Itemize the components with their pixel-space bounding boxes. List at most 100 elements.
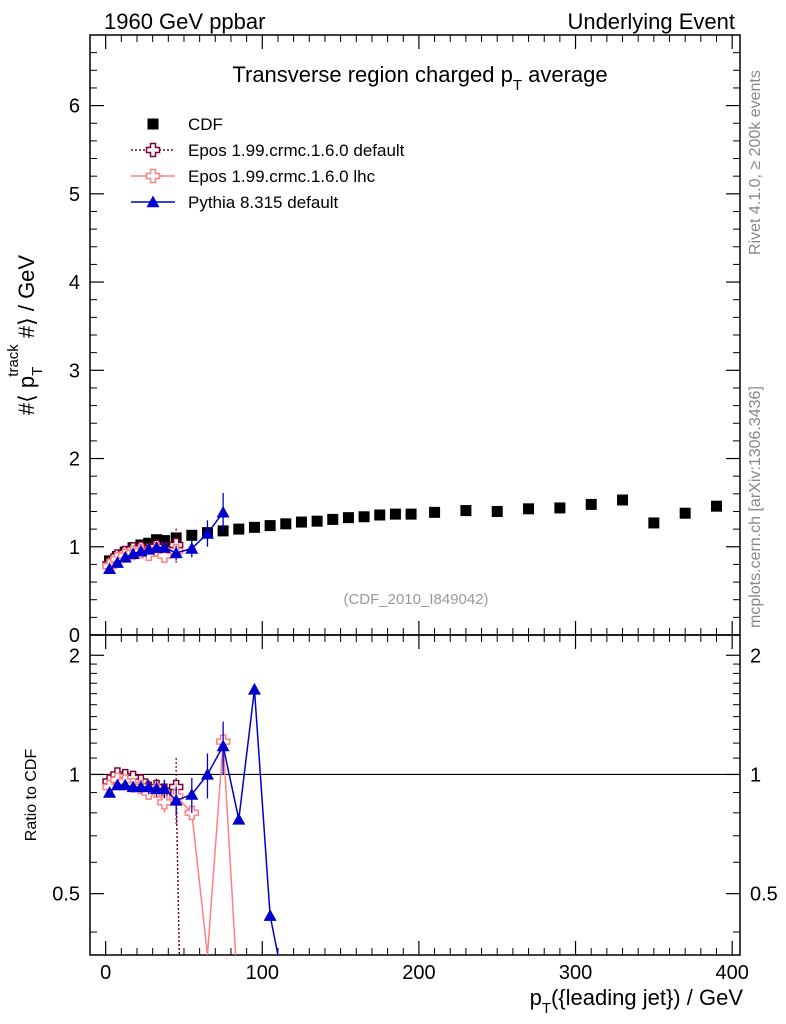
ratio-tick-label: 0.5 <box>52 884 80 906</box>
cdf-point <box>186 529 198 541</box>
data-point <box>157 548 172 563</box>
data-point <box>169 546 183 559</box>
legend-label: Epos 1.99.crmc.1.6.0 lhc <box>188 167 376 186</box>
chart-title-sub: T <box>513 77 522 94</box>
cdf-point <box>311 515 323 527</box>
x-axis-label: pT({leading jet}) / GeV <box>530 985 744 1017</box>
series-3 <box>103 492 279 956</box>
ratio-point <box>169 793 183 806</box>
chart-title: Transverse region charged pT average <box>232 62 607 94</box>
cdf-point <box>429 506 441 518</box>
ratio-panel-frame <box>89 634 741 956</box>
top-axis-ticks: 0 1 2 3 4 5 6 <box>69 52 740 647</box>
cdf-point <box>648 517 660 529</box>
ratio-point <box>118 778 132 791</box>
cdf-point <box>327 513 339 525</box>
x-tick-label: 400 <box>715 962 748 984</box>
ratio-point <box>185 787 199 800</box>
ratio-tick-label-right: 1 <box>750 764 761 786</box>
ratio-tick-label: 1 <box>69 764 80 786</box>
chart-title-end: average <box>522 62 608 87</box>
series-line-ratio <box>109 689 279 956</box>
data-point <box>103 562 117 575</box>
cdf-point <box>405 508 417 520</box>
cdf-point <box>679 507 691 519</box>
legend-marker <box>145 142 161 158</box>
ylabel-langle: ⟨ p <box>14 376 39 403</box>
ylabel-hash: # <box>14 402 39 415</box>
y-tick-label: 1 <box>69 537 80 559</box>
ratio-tick-label-right: 2 <box>750 645 761 667</box>
ratio-tick-label-right: 0.5 <box>750 884 778 906</box>
analysis-id: (CDF_2010_I849042) <box>343 591 488 608</box>
cdf-point <box>358 511 370 523</box>
cdf-point <box>617 494 629 506</box>
legend-label: CDF <box>188 115 223 134</box>
legend-marker <box>145 168 161 184</box>
chart-title-main: Transverse region charged p <box>232 62 512 87</box>
cdf-point <box>342 512 354 524</box>
x-tick-label: 0 <box>100 962 111 984</box>
legend: CDF Epos 1.99.crmc.1.6.0 default Epos 1.99… <box>131 115 405 212</box>
ratio-point <box>232 812 246 825</box>
cdf-point <box>711 500 723 512</box>
ratio-point <box>103 786 117 798</box>
cdf-point <box>248 521 260 533</box>
data-point <box>110 556 124 568</box>
y-tick-label: 0 <box>69 625 80 647</box>
ratio-point <box>157 782 171 794</box>
cdf-point <box>374 509 386 521</box>
y-axis-label-ratio: Ratio to CDF <box>23 749 40 842</box>
x-tick-label: 300 <box>559 962 592 984</box>
svg-text:#⟨ pTtrack #⟩ / GeV: #⟨ pTtrack #⟩ / GeV <box>5 255 46 415</box>
mcplots-label: mcplots.cern.ch [arXiv:1306.3436] <box>747 386 764 628</box>
legend-marker <box>147 118 159 130</box>
header-left: 1960 GeV ppbar <box>104 9 265 34</box>
x-axis-ticks: 0 100 200 300 400 <box>89 35 749 984</box>
x-tick-label: 200 <box>402 962 435 984</box>
header-right: Underlying Event <box>567 9 735 34</box>
cdf-point <box>233 523 245 535</box>
legend-label: Pythia 8.315 default <box>188 193 339 212</box>
xlabel-sub: T <box>542 1000 551 1017</box>
legend-label: Epos 1.99.crmc.1.6.0 default <box>188 141 405 160</box>
y-tick-label: 2 <box>69 449 80 471</box>
cdf-point <box>554 502 566 514</box>
ratio-point <box>157 795 172 810</box>
data-point <box>157 541 171 553</box>
y-tick-label: 3 <box>69 360 80 382</box>
data-point <box>118 550 132 563</box>
ratio-axis-ticks: 0.5 0.5 1 1 2 2 <box>52 645 778 933</box>
data-point <box>216 505 230 518</box>
x-tick-label: 100 <box>246 962 279 984</box>
cdf-point <box>295 516 307 528</box>
ratio-point <box>200 767 214 780</box>
cdf-point <box>158 535 170 547</box>
ylabel-sup: track <box>5 344 22 377</box>
cdf-point <box>460 505 472 517</box>
ratio-point <box>142 780 156 793</box>
series-1 <box>102 527 184 956</box>
ratio-point <box>247 682 261 695</box>
series-layer <box>102 492 723 956</box>
y-tick-label: 6 <box>69 96 80 118</box>
ylabel-sub: T <box>29 367 46 376</box>
cdf-point <box>491 505 503 517</box>
rivet-label: Rivet 4.1.0, ≥ 200k events <box>747 70 764 255</box>
cdf-point <box>264 520 276 532</box>
cdf-point <box>585 498 597 510</box>
ylabel-rest: #⟩ / GeV <box>14 255 39 345</box>
xlabel-p: p <box>530 985 542 1010</box>
ratio-point <box>263 909 277 921</box>
ratio-tick-label: 2 <box>69 645 80 667</box>
series-0 <box>104 494 723 567</box>
data-point <box>185 542 199 554</box>
legend-marker <box>146 195 160 208</box>
ratio-point <box>216 739 230 752</box>
xlabel-rest: ({leading jet}) / GeV <box>551 985 743 1010</box>
cdf-point <box>280 518 292 530</box>
cdf-point <box>389 508 401 520</box>
y-tick-label: 4 <box>69 272 80 294</box>
cdf-point <box>523 503 535 515</box>
